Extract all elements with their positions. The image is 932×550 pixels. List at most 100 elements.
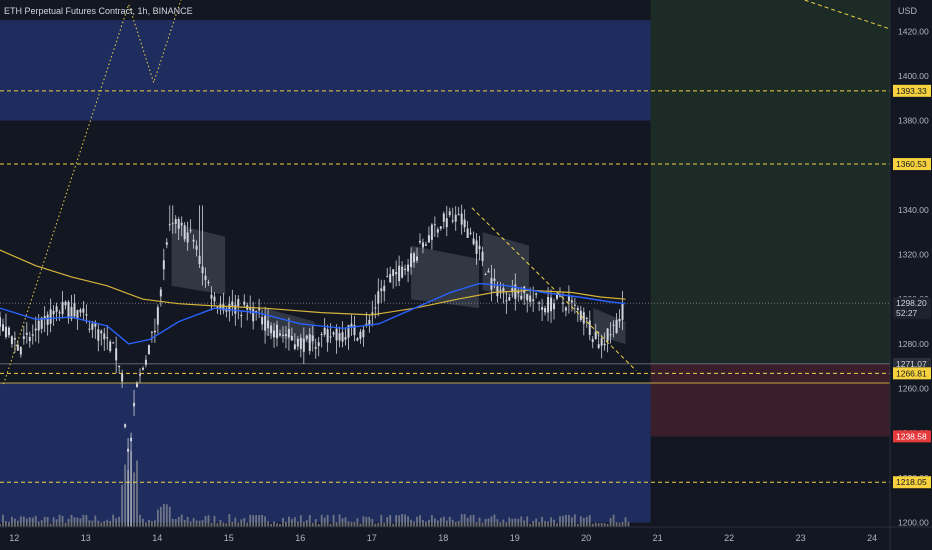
- volume-bar: [496, 519, 499, 527]
- y-tick-label: 1200.00: [898, 518, 929, 528]
- candle-body: [544, 307, 547, 313]
- candle-body: [404, 268, 407, 270]
- volume-bar: [550, 517, 552, 527]
- volume-bar: [22, 516, 25, 527]
- volume-bar: [97, 520, 100, 527]
- candle-body: [106, 337, 109, 339]
- candle-body: [153, 330, 156, 333]
- candle-body: [499, 289, 502, 291]
- x-tick-label: 23: [796, 533, 806, 543]
- candle-body: [514, 284, 517, 300]
- volume-bar: [386, 517, 389, 527]
- x-tick-label: 13: [81, 533, 91, 543]
- volatility-band-0: [171, 223, 226, 295]
- volume-bar: [338, 514, 341, 527]
- volume-bar: [326, 514, 329, 527]
- candle-body: [174, 218, 177, 224]
- volume-bar: [532, 521, 535, 527]
- volume-bar: [180, 514, 183, 527]
- candle-body: [511, 288, 514, 293]
- candle-body: [198, 255, 201, 264]
- candle-body: [252, 308, 255, 322]
- volume-bar: [374, 523, 377, 527]
- candle-body: [463, 219, 466, 228]
- candle-body: [264, 315, 267, 331]
- candle-body: [308, 334, 311, 352]
- currency-label: USD: [898, 6, 918, 16]
- volume-bar: [61, 515, 64, 527]
- volume-bar: [320, 514, 323, 527]
- volume-bar: [282, 517, 284, 527]
- candle-body: [216, 306, 219, 308]
- candle-body: [109, 341, 112, 352]
- candle-body: [240, 314, 243, 317]
- volume-bar: [422, 520, 424, 527]
- volume-bar: [299, 515, 302, 527]
- volume-bar: [380, 514, 383, 527]
- candle-body: [171, 222, 174, 224]
- candle-body: [213, 296, 216, 302]
- candle-body: [37, 320, 40, 331]
- volume-bar: [19, 516, 22, 527]
- x-tick-label: 12: [9, 533, 19, 543]
- candle-body: [380, 288, 383, 292]
- volume-bar: [183, 520, 186, 527]
- candle-body: [25, 332, 28, 335]
- price-label-bg: [893, 158, 931, 171]
- volume-bar: [139, 514, 141, 527]
- volume-bar: [249, 514, 252, 527]
- volume-bar: [600, 522, 603, 527]
- volume-bar: [541, 516, 544, 527]
- volume-bar: [410, 519, 412, 527]
- volume-bar: [398, 515, 401, 527]
- candle-body: [416, 256, 419, 261]
- candle-body: [436, 229, 439, 233]
- candle-body: [398, 265, 401, 282]
- price-label-bg: [893, 430, 931, 443]
- volume-bar: [344, 517, 347, 527]
- volume-bar: [621, 521, 624, 527]
- candle-body: [326, 329, 329, 343]
- y-tick-label: 1380.00: [898, 116, 929, 126]
- volume-bar: [347, 521, 350, 527]
- volume-bar: [454, 522, 457, 527]
- candle-body: [374, 307, 377, 309]
- volume-bar: [106, 519, 109, 527]
- candle-body: [529, 295, 532, 303]
- trendline-0: [3, 0, 182, 385]
- volume-bar: [234, 517, 237, 527]
- volume-bars: [0, 450, 630, 527]
- volume-bar: [112, 514, 115, 527]
- volume-bar: [362, 516, 365, 527]
- volume-bar: [481, 522, 484, 527]
- candle-body: [58, 312, 61, 314]
- candle-body: [138, 374, 141, 376]
- candle-body: [243, 301, 246, 305]
- volume-bar: [52, 517, 55, 527]
- volume-bar: [159, 506, 162, 527]
- candle-body: [112, 342, 115, 344]
- candle-body: [228, 304, 231, 312]
- volume-bar: [612, 514, 615, 527]
- candle-body: [421, 242, 424, 248]
- volume-bar: [401, 514, 404, 527]
- candle-body: [344, 337, 347, 340]
- volume-bar: [198, 520, 201, 527]
- y-tick-label: 1320.00: [898, 250, 929, 260]
- candle-body: [579, 310, 582, 321]
- candle-body: [136, 383, 139, 387]
- x-tick-label: 17: [367, 533, 377, 543]
- candle-body: [4, 326, 7, 338]
- volume-bar: [392, 523, 395, 527]
- candle-body: [508, 296, 511, 301]
- candle-body: [451, 220, 454, 222]
- candle-body: [97, 329, 100, 341]
- volume-bar: [276, 523, 278, 527]
- candle-body: [290, 336, 293, 341]
- candle-body: [395, 272, 398, 275]
- candle-body: [31, 334, 34, 336]
- candle-body: [293, 344, 296, 349]
- volume-bar: [296, 521, 299, 527]
- candle-body: [40, 317, 43, 329]
